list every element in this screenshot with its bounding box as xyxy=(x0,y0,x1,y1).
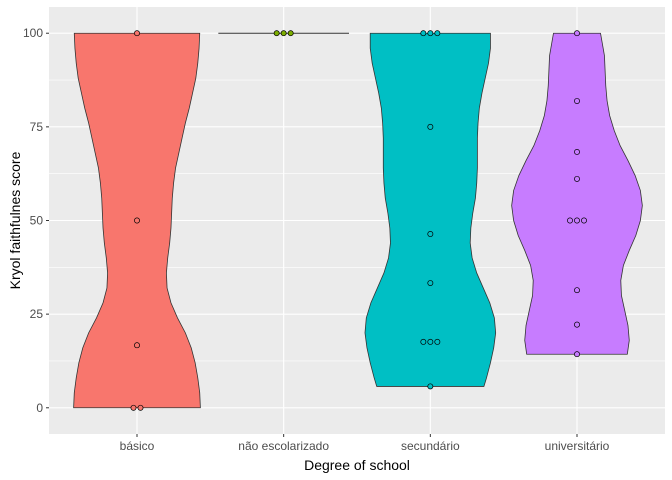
data-point xyxy=(574,321,580,328)
x-tick-label: básico xyxy=(120,439,155,453)
data-point xyxy=(280,30,287,37)
y-axis-title: Kryol faithfulnes score xyxy=(7,151,23,289)
data-point xyxy=(574,351,580,358)
data-point xyxy=(574,30,580,37)
data-point xyxy=(134,30,140,37)
x-tick-label: não escolarizado xyxy=(238,439,329,453)
data-point xyxy=(567,217,573,224)
x-tick-label: universitário xyxy=(545,439,610,453)
data-point xyxy=(574,149,580,155)
data-point xyxy=(287,30,294,37)
data-point xyxy=(427,383,434,390)
data-point xyxy=(427,123,434,130)
data-point xyxy=(574,287,580,294)
y-tick-label: 100 xyxy=(23,26,43,40)
data-point xyxy=(420,30,427,37)
data-point xyxy=(427,280,434,287)
data-point xyxy=(427,30,434,37)
data-point xyxy=(130,404,137,411)
data-point xyxy=(574,175,580,182)
y-tick-label: 50 xyxy=(30,214,44,228)
data-point xyxy=(134,342,140,349)
data-point xyxy=(137,404,144,411)
y-tick-label: 0 xyxy=(36,401,43,415)
data-point xyxy=(574,98,580,104)
data-point xyxy=(434,30,441,37)
y-tick-label: 75 xyxy=(30,120,44,134)
data-point xyxy=(574,217,580,224)
data-point xyxy=(434,338,441,345)
data-point xyxy=(581,217,587,224)
x-tick-label: secundário xyxy=(401,439,460,453)
x-axis-title: Degree of school xyxy=(304,457,410,473)
data-points xyxy=(130,30,587,411)
data-point xyxy=(427,231,434,237)
data-point xyxy=(420,338,427,345)
violin-3 xyxy=(511,32,643,355)
y-tick-label: 25 xyxy=(30,307,44,321)
data-point xyxy=(427,338,434,345)
axes: 0 25 50 75 100 básico não escolarizado secundár… xyxy=(23,26,610,453)
data-point xyxy=(273,30,280,37)
violin-2 xyxy=(364,32,497,387)
data-point xyxy=(134,217,140,224)
